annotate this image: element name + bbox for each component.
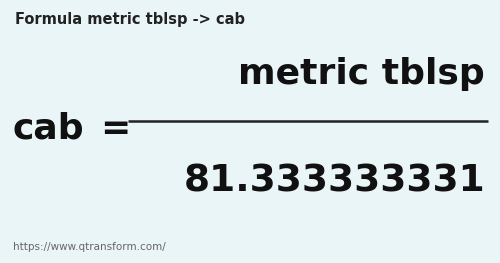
Text: https://www.qtransform.com/: https://www.qtransform.com/ [12,242,165,252]
Text: cab: cab [12,112,84,146]
Text: =: = [100,112,130,146]
Text: Formula metric tblsp -> cab: Formula metric tblsp -> cab [15,12,245,27]
Text: 81.333333331: 81.333333331 [183,164,485,199]
Text: metric tblsp: metric tblsp [238,57,485,91]
